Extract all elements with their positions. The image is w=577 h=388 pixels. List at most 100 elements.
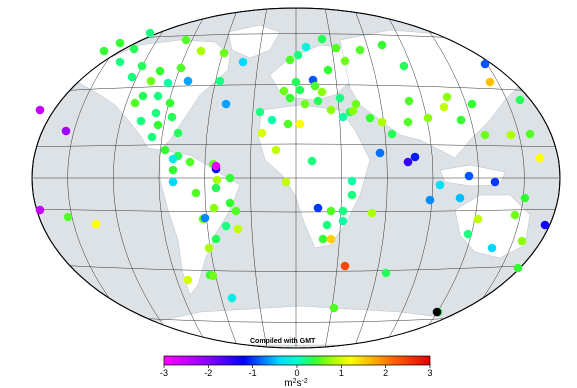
station-marker: [313, 203, 323, 213]
station-marker: [340, 56, 350, 66]
station-marker: [338, 112, 348, 122]
station-marker: [209, 203, 219, 213]
station-marker: [456, 115, 466, 125]
station-marker: [221, 99, 231, 109]
parallel-line-3: [32, 208, 560, 213]
station-marker: [219, 48, 229, 58]
station-marker: [301, 42, 311, 52]
station-marker: [490, 177, 500, 187]
colorbar-tick-label-0: -3: [160, 368, 168, 378]
station-marker: [285, 93, 295, 103]
station-marker: [291, 77, 301, 87]
station-marker: [480, 59, 490, 69]
station-marker: [168, 177, 178, 187]
station-marker: [517, 236, 527, 246]
station-marker: [167, 112, 177, 122]
station-marker: [283, 119, 293, 129]
station-marker: [326, 105, 336, 115]
station-marker: [196, 46, 206, 56]
station-marker: [200, 213, 210, 223]
station-marker: [160, 145, 170, 155]
station-marker: [168, 154, 178, 164]
station-marker: [147, 132, 157, 142]
station-marker: [439, 102, 449, 112]
station-marker: [168, 165, 178, 175]
station-marker: [271, 145, 281, 155]
station-marker: [130, 98, 140, 108]
station-marker: [347, 176, 357, 186]
station-marker: [127, 72, 137, 82]
station-marker: [293, 50, 303, 60]
station-marker: [61, 126, 71, 136]
station-marker: [480, 130, 490, 140]
parallel-line-2: [32, 143, 560, 148]
station-marker: [381, 268, 391, 278]
station-marker: [540, 220, 550, 230]
station-marker: [215, 76, 225, 86]
station-marker: [410, 152, 420, 162]
station-marker: [115, 38, 125, 48]
station-marker: [310, 81, 320, 91]
station-marker: [403, 117, 413, 127]
station-marker: [463, 229, 473, 239]
station-marker: [221, 221, 231, 231]
station-marker: [317, 34, 327, 44]
station-marker: [137, 61, 147, 71]
station-marker: [211, 161, 221, 171]
station-marker: [322, 220, 332, 230]
station-marker: [423, 113, 433, 123]
station-marker: [425, 195, 435, 205]
station-marker: [176, 63, 186, 73]
station-marker: [129, 44, 139, 54]
station-marker: [467, 99, 477, 109]
station-marker: [307, 156, 317, 166]
station-marker: [35, 205, 45, 215]
station-marker: [525, 129, 535, 139]
station-marker: [455, 193, 465, 203]
station-marker: [153, 91, 163, 101]
station-marker: [91, 219, 101, 229]
station-marker: [365, 113, 375, 123]
station-marker: [403, 157, 413, 167]
station-marker: [138, 91, 148, 101]
station-marker: [163, 78, 173, 88]
station-marker: [323, 65, 333, 75]
station-marker: [432, 307, 442, 317]
station-marker: [464, 171, 474, 181]
station-marker: [351, 99, 361, 109]
station-marker: [233, 224, 243, 234]
station-marker: [329, 303, 339, 313]
colorbar-tick-label-4: 1: [339, 368, 344, 378]
station-marker: [183, 76, 193, 86]
station-marker: [285, 55, 295, 65]
station-marker: [375, 148, 385, 158]
station-marker: [387, 129, 397, 139]
station-marker: [377, 117, 387, 127]
station-marker: [317, 87, 327, 97]
station-marker: [535, 153, 545, 163]
station-marker: [506, 130, 516, 140]
credit-label: Compiled with GMT: [250, 338, 316, 345]
station-marker: [326, 206, 336, 216]
colorbar-unit-label: m2s-2: [284, 378, 308, 388]
colorbar: -3 -2 -1 0 1 2 3 m2s-2: [160, 355, 433, 388]
station-marker: [212, 175, 222, 185]
colorbar-tick-label-1: -2: [204, 368, 212, 378]
station-marker: [211, 234, 221, 244]
station-marker: [267, 115, 277, 125]
colorbar-tick-label-2: -1: [249, 368, 257, 378]
station-marker: [318, 234, 328, 244]
station-marker: [295, 119, 305, 129]
station-marker: [173, 128, 183, 138]
station-marker: [211, 183, 221, 193]
station-marker: [487, 243, 497, 253]
station-marker: [442, 92, 452, 102]
station-markers: [35, 28, 550, 317]
station-marker: [515, 95, 525, 105]
station-marker: [225, 198, 235, 208]
station-marker: [183, 275, 193, 285]
station-marker: [340, 261, 350, 271]
station-marker: [151, 108, 161, 118]
station-marker: [181, 35, 191, 45]
station-marker: [255, 107, 265, 117]
